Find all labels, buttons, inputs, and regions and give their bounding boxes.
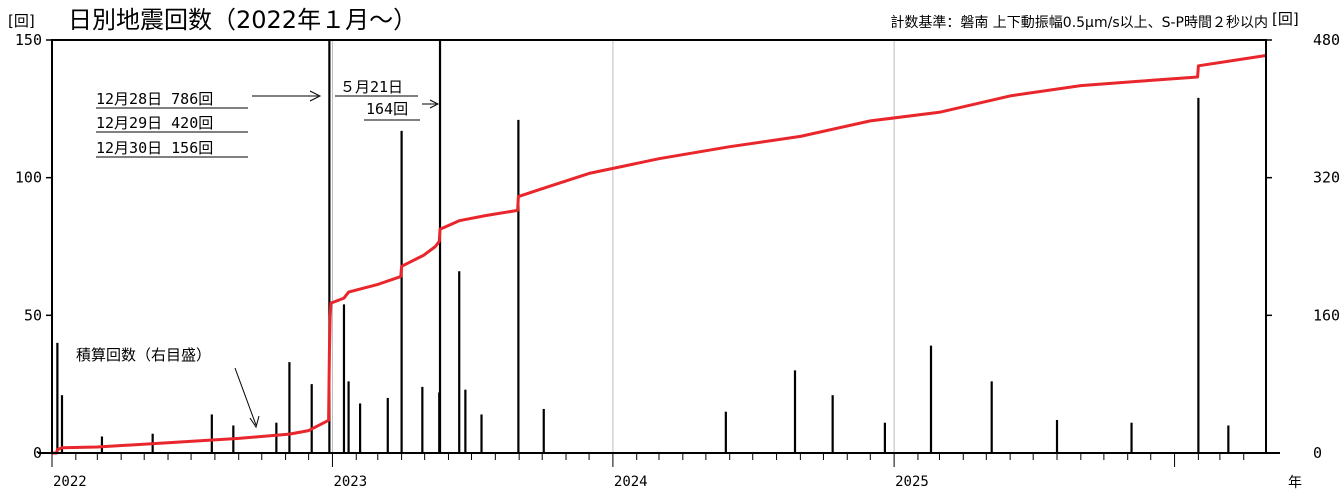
right-tick-label: 3200 (1313, 169, 1341, 187)
daily-count-bars (56, 40, 1230, 453)
left-tick-label: 50 (24, 306, 42, 324)
dec-annotation-text: 12月28日 786回 (96, 90, 213, 108)
left-tick-label: 150 (15, 31, 42, 49)
cumulative-series-line (52, 54, 1267, 455)
axes: 2022 2023 2024 2025 0 50 100 150 0 1600 3200 4800 (15, 31, 1341, 490)
cumulative-label-arrow (234, 367, 257, 426)
right-axis-unit: [回] (1272, 10, 1299, 28)
may-arrow-head (429, 99, 440, 109)
left-tick-label: 100 (15, 169, 42, 187)
plot-frame (51, 39, 1267, 454)
x-tick-label: 2025 (895, 474, 929, 490)
x-tick-label: 2024 (614, 474, 648, 490)
cumulative-line (52, 54, 1267, 455)
right-tick-label: 0 (1313, 444, 1322, 462)
dec-annotation-text: 12月30日 156回 (96, 139, 213, 157)
criteria-note: 計数基準：磐南 上下動振幅0.5μm/s以上、S-P時間２秒以内 (890, 14, 1268, 31)
cumulative-arrow-head (249, 415, 260, 429)
right-tick-label: 1600 (1313, 306, 1341, 324)
x-tick-label: 2023 (333, 474, 367, 490)
x-tick-label: 2022 (53, 474, 87, 490)
may-annotation-date: ５月21日 (340, 78, 403, 96)
dec-arrow-head (309, 90, 322, 102)
cumulative-label: 積算回数（右目盛） (76, 346, 211, 364)
chart-title: 日別地震回数（2022年１月～） (68, 6, 417, 34)
may-annotation-count: 164回 (366, 100, 408, 118)
right-tick-label: 4800 (1313, 31, 1341, 49)
x-axis-unit: 年 (1288, 475, 1302, 491)
dec-annotation-text: 12月29日 420回 (96, 114, 213, 132)
left-tick-label: 0 (33, 444, 42, 462)
left-axis-unit: [回] (8, 12, 35, 30)
annotations: 12月28日 786回 12月29日 420回 12月30日 156回 ５月21日 16… (76, 78, 440, 429)
